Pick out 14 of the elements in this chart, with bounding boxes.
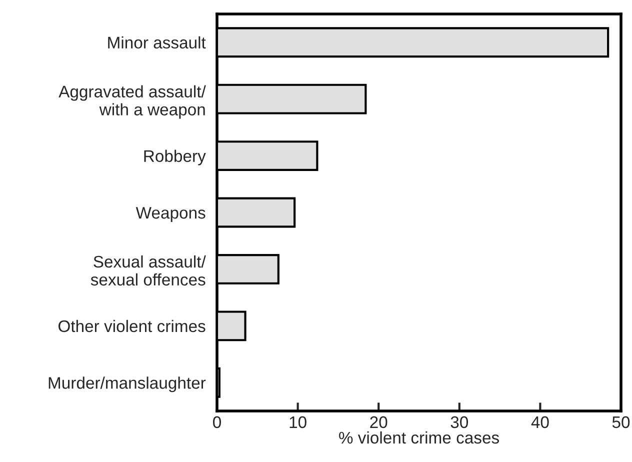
x-tick-label: 50 <box>612 416 630 428</box>
y-tick-label: Murder/manslaughter <box>48 376 206 392</box>
x-tick-label: 10 <box>290 416 306 428</box>
y-tick-label: Other violent crimes <box>58 320 206 332</box>
y-tick-label: Aggravated assault/ with a weapon <box>58 85 206 119</box>
x-tick-label: 40 <box>531 416 549 428</box>
y-tick-label: Sexual assault/ sexual offences <box>90 255 206 286</box>
x-axis-title: % violent crime cases <box>339 431 499 444</box>
x-tick-label: 0 <box>213 416 221 428</box>
x-tick-label: 20 <box>370 416 388 428</box>
y-tick-label: Minor assault <box>108 36 206 49</box>
y-tick-label: Robbery <box>144 150 206 166</box>
x-tick-label: 30 <box>450 416 468 428</box>
y-tick-label: Weapons <box>136 207 206 222</box>
